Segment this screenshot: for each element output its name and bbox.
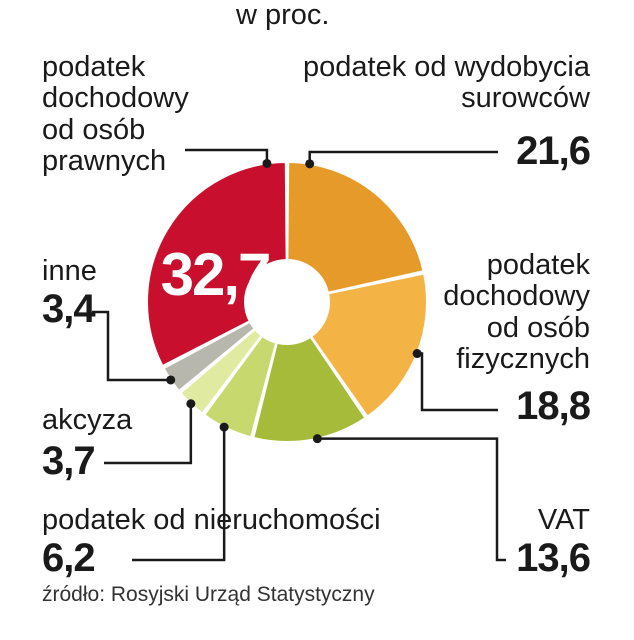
- leader-dot-vat: [312, 434, 322, 444]
- donut-slice-vat: [252, 335, 367, 443]
- unit-label: w proc.: [236, 0, 330, 31]
- slice-label-pit-text: podatek dochodowy od osób fizycznych: [443, 249, 590, 375]
- donut-slice-pit: [309, 272, 428, 418]
- leader-line-property: [132, 427, 226, 562]
- slice-value-pit: 18,8: [516, 384, 591, 428]
- leader-line-excise: [104, 403, 193, 465]
- leader-dot-other: [166, 375, 176, 385]
- donut-slice-cit: [146, 160, 288, 368]
- leader-dot-cit: [262, 158, 272, 168]
- slice-label-cit-text: podatek dochodowy od osób prawnych: [42, 51, 189, 177]
- leader-dot-property: [219, 422, 229, 432]
- leader-line-other: [92, 310, 171, 382]
- slice-value-property: 6,2: [42, 536, 96, 580]
- slice-value-vat: 13,6: [516, 536, 591, 580]
- slice-value-mineral: 21,6: [516, 129, 591, 173]
- leader-dot-mineral: [305, 159, 315, 169]
- slice-label-cit: podatek dochodowy od osób prawnych: [42, 51, 217, 177]
- slice-label-other: inne: [42, 255, 97, 287]
- slice-label-mineral-text: podatek od wydobycia surowców: [303, 51, 590, 115]
- slice-label-excise: akcyza: [42, 404, 133, 436]
- leader-lines: [92, 148, 506, 562]
- leader-line-mineral: [308, 150, 498, 164]
- donut-slice-mineral: [286, 160, 425, 294]
- donut-slices: [146, 160, 428, 443]
- leader-dot-pit: [412, 349, 422, 359]
- slice-label-mineral: podatek od wydobycia surowców: [260, 51, 590, 115]
- slice-label-property: podatek od nieruchomości: [42, 504, 381, 536]
- leader-line-vat: [317, 437, 506, 562]
- slice-label-vat: VAT: [537, 504, 590, 536]
- source-note: źródło: Rosyjski Urząd Statystyczny: [42, 583, 375, 606]
- slice-value-cit-inside: 32,7: [161, 241, 270, 308]
- slice-value-other: 3,4: [42, 287, 96, 331]
- donut-slice-property: [202, 334, 278, 439]
- slice-value-excise: 3,7: [42, 439, 96, 483]
- leader-dot-excise: [186, 399, 196, 409]
- slice-label-pit: podatek dochodowy od osób fizycznych: [415, 249, 590, 375]
